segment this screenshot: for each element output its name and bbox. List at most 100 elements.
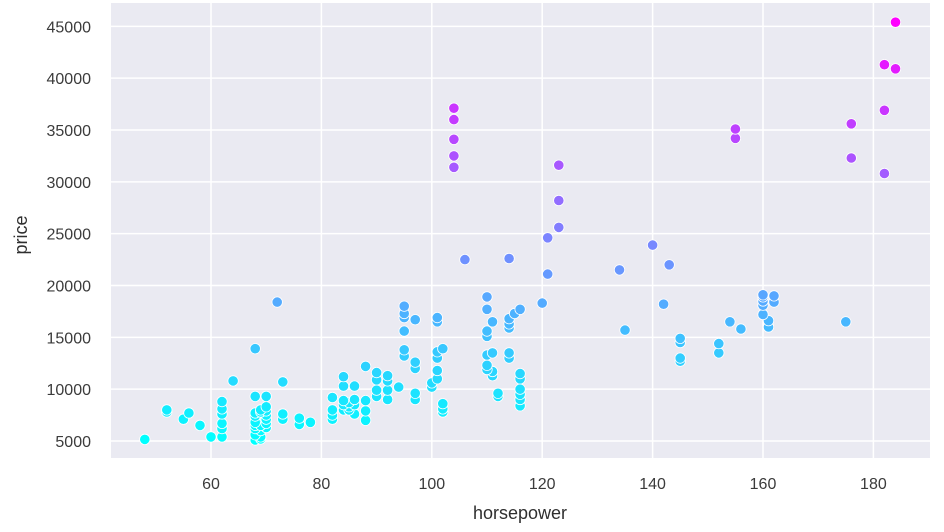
data-point (139, 433, 151, 445)
data-point (293, 412, 305, 424)
data-point (657, 298, 670, 310)
data-point (514, 383, 526, 395)
data-point (183, 407, 195, 419)
data-point (553, 194, 565, 207)
data-point (663, 259, 675, 271)
data-point (381, 370, 394, 382)
data-point (514, 303, 526, 315)
y-tick-label: 10000 (47, 382, 92, 399)
data-point (348, 393, 361, 406)
data-point (514, 367, 526, 380)
data-point (359, 405, 372, 417)
data-point (768, 290, 780, 302)
data-point (348, 380, 361, 392)
data-point (194, 419, 206, 431)
data-point (409, 314, 421, 326)
data-point (381, 384, 394, 396)
data-point (619, 324, 631, 336)
data-point (409, 387, 421, 399)
data-point (448, 161, 460, 173)
data-point (553, 221, 565, 233)
data-point (326, 391, 338, 404)
data-point (271, 296, 283, 308)
data-point (613, 264, 626, 276)
data-point (459, 254, 471, 266)
data-point (398, 300, 410, 312)
data-point (845, 118, 857, 130)
x-axis-ticks: 60 80 100 120 140 160 180 (202, 476, 887, 493)
data-point (845, 152, 857, 164)
y-tick-label: 35000 (47, 123, 92, 140)
data-point (757, 289, 769, 301)
x-tick-label: 160 (750, 476, 777, 493)
data-point (393, 381, 405, 393)
data-point (840, 316, 852, 328)
data-point (304, 416, 316, 428)
data-point (398, 325, 410, 337)
data-point (729, 123, 742, 135)
y-tick-label: 40000 (47, 71, 92, 88)
data-point (370, 366, 383, 379)
data-point (503, 347, 515, 359)
data-point (161, 404, 173, 416)
data-point (381, 393, 394, 406)
data-point (409, 356, 421, 368)
data-point (486, 347, 499, 359)
data-point (448, 102, 460, 114)
data-point (713, 347, 725, 359)
data-point (542, 232, 554, 244)
data-point (359, 414, 372, 426)
y-tick-label: 25000 (47, 227, 92, 244)
data-point (503, 252, 515, 265)
data-point (492, 387, 504, 399)
data-point (337, 371, 350, 383)
data-point (735, 323, 747, 335)
data-point (249, 390, 261, 402)
data-point (448, 133, 460, 145)
data-point (536, 297, 548, 309)
data-point (431, 364, 443, 377)
data-point (337, 380, 350, 392)
data-point (216, 395, 228, 408)
data-point (216, 417, 228, 429)
y-tick-label: 45000 (47, 19, 92, 36)
data-point (337, 394, 350, 407)
data-point (889, 16, 902, 28)
data-point (437, 398, 449, 410)
y-tick-label: 15000 (47, 330, 92, 347)
data-point (359, 394, 372, 407)
data-point (724, 316, 736, 328)
data-point (889, 63, 902, 75)
data-point (227, 375, 239, 387)
grid-lines (111, 3, 930, 458)
data-point (448, 150, 460, 162)
data-point (448, 114, 460, 126)
x-axis-label: horsepower (473, 503, 567, 523)
data-point (205, 431, 217, 443)
data-point (249, 343, 261, 355)
data-point (878, 59, 891, 71)
y-tick-label: 5000 (55, 434, 91, 451)
data-point (398, 344, 410, 356)
data-point (326, 404, 338, 416)
data-point (277, 408, 289, 420)
data-point (713, 337, 725, 350)
data-point (481, 303, 493, 315)
data-point (486, 316, 499, 328)
data-point (878, 104, 891, 116)
x-tick-label: 80 (313, 476, 331, 493)
data-point (437, 343, 449, 355)
data-point (260, 390, 272, 402)
y-axis-ticks: 5000 10000 15000 20000 25000 30000 35000 40000 4… (47, 19, 92, 451)
data-point (260, 401, 272, 413)
y-axis-label: price (11, 215, 31, 254)
data-point (370, 384, 383, 396)
x-tick-label: 100 (418, 476, 445, 493)
y-tick-label: 20000 (47, 278, 92, 295)
data-point (878, 167, 891, 180)
data-points (139, 16, 902, 446)
data-point (481, 291, 493, 303)
data-point (674, 332, 686, 344)
data-point (481, 359, 493, 371)
